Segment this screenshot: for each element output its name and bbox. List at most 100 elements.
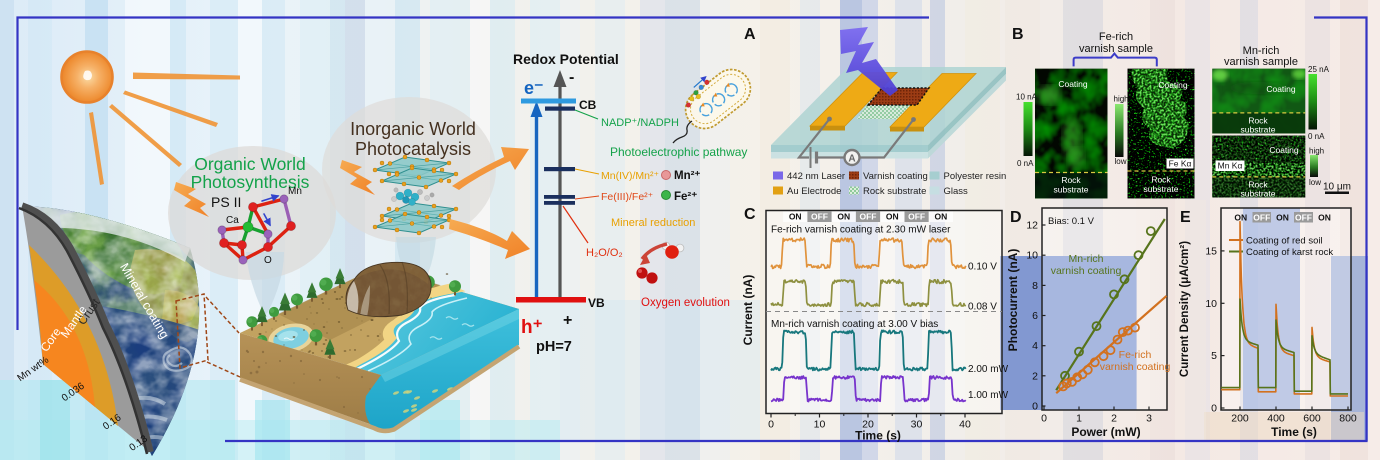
svg-text:Time (s): Time (s) — [855, 429, 901, 443]
svg-text:10: 10 — [1026, 250, 1038, 262]
svg-text:0: 0 — [1032, 401, 1038, 413]
svg-text:3: 3 — [1146, 413, 1152, 425]
svg-text:8: 8 — [1032, 280, 1038, 292]
svg-text:C: C — [744, 206, 756, 223]
svg-text:800: 800 — [1339, 413, 1357, 425]
svg-text:high: high — [1114, 95, 1129, 104]
svg-text:442 nm Laser: 442 nm Laser — [787, 171, 845, 182]
svg-text:2: 2 — [1111, 413, 1117, 425]
svg-text:2: 2 — [1032, 370, 1038, 382]
svg-text:Mn(IV)/Mn²⁺: Mn(IV)/Mn²⁺ — [601, 170, 660, 182]
svg-text:Current (nA): Current (nA) — [741, 275, 755, 346]
svg-text:Fe(III)/Fe²⁺: Fe(III)/Fe²⁺ — [601, 191, 654, 203]
svg-text:Rock substrate: Rock substrate — [863, 186, 926, 197]
svg-text:10: 10 — [1205, 298, 1217, 310]
svg-text:low: low — [1115, 157, 1127, 166]
svg-text:4: 4 — [1032, 340, 1038, 352]
svg-text:Fe-rich varnish coating at 2.3: Fe-rich varnish coating at 2.30 mW laser — [771, 225, 951, 236]
svg-text:10: 10 — [814, 419, 826, 431]
svg-text:0: 0 — [768, 419, 774, 431]
svg-text:15: 15 — [1205, 245, 1217, 257]
svg-text:Photoelectrophic pathway: Photoelectrophic pathway — [610, 145, 747, 159]
svg-text:varnish sample: varnish sample — [1224, 56, 1298, 68]
svg-text:substrate: substrate — [1241, 125, 1276, 135]
svg-text:Photosynthesis: Photosynthesis — [191, 172, 310, 192]
svg-text:substrate: substrate — [1144, 184, 1179, 194]
svg-text:Ca: Ca — [226, 215, 239, 226]
svg-text:6: 6 — [1032, 310, 1038, 322]
svg-text:PS II: PS II — [211, 194, 241, 210]
svg-text:OFF: OFF — [1253, 213, 1270, 223]
svg-text:varnish coating: varnish coating — [1051, 265, 1122, 277]
svg-text:20: 20 — [862, 419, 874, 431]
svg-text:OFF: OFF — [811, 212, 828, 222]
svg-text:varnish coating: varnish coating — [1100, 361, 1171, 373]
svg-text:40: 40 — [959, 419, 971, 431]
svg-text:Fe-rich: Fe-rich — [1119, 349, 1152, 361]
svg-text:Coating: Coating — [1158, 80, 1188, 90]
svg-text:h⁺: h⁺ — [521, 317, 543, 338]
svg-text:H₂O/O₂: H₂O/O₂ — [586, 247, 623, 259]
svg-text:Mn-rich: Mn-rich — [1243, 45, 1280, 57]
svg-text:Organic World: Organic World — [194, 154, 306, 174]
svg-text:OFF: OFF — [908, 212, 925, 222]
svg-text:Rock: Rock — [1061, 175, 1081, 185]
svg-text:ON: ON — [837, 212, 850, 222]
svg-text:Time (s): Time (s) — [1271, 425, 1317, 439]
svg-text:ON: ON — [1318, 213, 1331, 223]
svg-text:low: low — [1309, 178, 1321, 187]
svg-text:Mineral reduction: Mineral reduction — [611, 217, 695, 229]
svg-text:Fe²⁺: Fe²⁺ — [674, 191, 697, 203]
svg-text:Rock: Rock — [1248, 180, 1268, 190]
svg-text:0.08 V: 0.08 V — [968, 302, 997, 313]
svg-text:1: 1 — [1076, 413, 1082, 425]
svg-text:VB: VB — [588, 296, 605, 310]
svg-text:Rock: Rock — [1248, 116, 1268, 126]
svg-text:Redox Potential: Redox Potential — [513, 51, 619, 67]
svg-text:0 nA: 0 nA — [1308, 132, 1325, 141]
svg-text:0.10 V: 0.10 V — [968, 262, 997, 273]
svg-text:0 nA: 0 nA — [1017, 159, 1034, 168]
svg-text:5: 5 — [1211, 350, 1217, 362]
svg-text:Inorganic World: Inorganic World — [350, 119, 476, 139]
svg-text:A: A — [744, 26, 756, 43]
svg-text:Mn-rich: Mn-rich — [1068, 253, 1103, 265]
svg-text:OFF: OFF — [860, 212, 877, 222]
svg-text:Varnish coating: Varnish coating — [863, 171, 928, 182]
svg-text:Fe Kα: Fe Kα — [1169, 159, 1192, 169]
svg-text:Rock: Rock — [1151, 175, 1171, 185]
svg-text:Coating of karst rock: Coating of karst rock — [1246, 247, 1333, 258]
svg-text:ON: ON — [1234, 213, 1247, 223]
svg-text:substrate: substrate — [1054, 185, 1089, 195]
svg-text:Photocatalysis: Photocatalysis — [355, 139, 471, 159]
svg-text:Mn: Mn — [288, 186, 302, 197]
svg-text:D: D — [1010, 209, 1022, 226]
svg-text:Mn Kα: Mn Kα — [1218, 161, 1243, 171]
svg-text:Polyester resin: Polyester resin — [944, 171, 1007, 182]
svg-text:+: + — [563, 312, 572, 329]
svg-text:200: 200 — [1231, 413, 1249, 425]
svg-text:Coating: Coating — [1058, 79, 1088, 89]
svg-text:10 μm: 10 μm — [1323, 182, 1351, 193]
svg-text:CB: CB — [579, 98, 597, 112]
svg-text:substrate: substrate — [1241, 189, 1276, 199]
svg-text:OFF: OFF — [1295, 213, 1312, 223]
svg-text:Bias: 0.1 V: Bias: 0.1 V — [1048, 216, 1095, 227]
svg-text:Current Density (μA/cm²): Current Density (μA/cm²) — [1179, 241, 1191, 377]
svg-text:Mn²⁺: Mn²⁺ — [674, 170, 701, 182]
svg-text:Photocurrent (nA): Photocurrent (nA) — [1006, 249, 1020, 352]
svg-text:400: 400 — [1267, 413, 1285, 425]
svg-text:O: O — [264, 255, 272, 266]
svg-text:1.00 mW: 1.00 mW — [968, 390, 1009, 401]
svg-text:Power (mW): Power (mW) — [1071, 425, 1140, 439]
svg-text:high: high — [1309, 147, 1324, 156]
svg-text:ON: ON — [886, 212, 899, 222]
svg-text:Oxygen evolution: Oxygen evolution — [641, 297, 730, 309]
svg-text:E: E — [1180, 209, 1191, 226]
svg-text:ON: ON — [1276, 213, 1289, 223]
svg-text:pH=7: pH=7 — [536, 339, 572, 355]
svg-text:NADP⁺/NADPH: NADP⁺/NADPH — [601, 117, 679, 129]
svg-text:Coating: Coating — [1266, 84, 1296, 94]
svg-text:-: - — [569, 69, 574, 86]
svg-text:ON: ON — [789, 212, 802, 222]
